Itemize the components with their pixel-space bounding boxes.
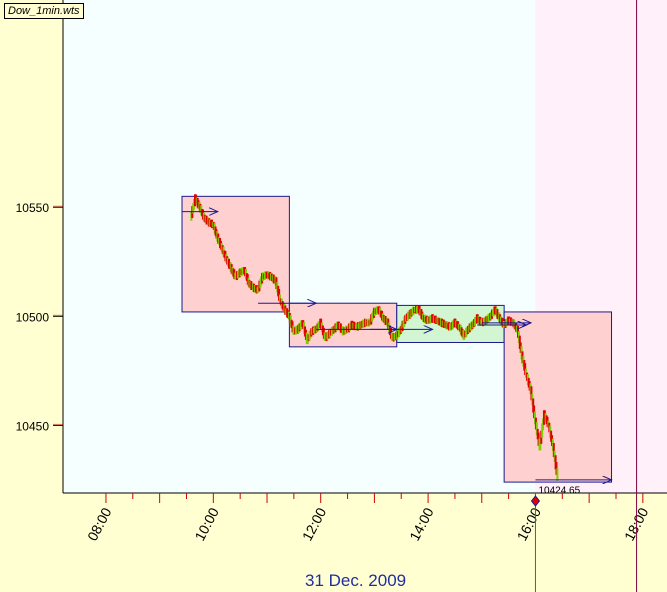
bear-range-box <box>181 195 290 313</box>
x-tick-label: 14:00 <box>406 505 437 544</box>
bear-range-box <box>503 311 613 483</box>
candles <box>190 194 559 481</box>
x-tick-label: 16:00 <box>514 505 545 544</box>
x-tick-labels: 08:00 10:00 12:00 14:00 16:00 18:00 <box>84 505 652 544</box>
x-tick-label: 12:00 <box>299 505 330 544</box>
projection-arrows <box>182 212 612 480</box>
axes <box>62 0 667 503</box>
x-tick-label: 10:00 <box>191 505 222 544</box>
last-time-marker <box>530 495 541 507</box>
y-tick-label: 10450 <box>16 419 50 433</box>
y-tick-labels: 10450 10500 10550 <box>16 201 63 433</box>
x-tick-label: 08:00 <box>84 505 115 544</box>
last-price-marker: 10424.65 <box>530 0 638 592</box>
y-tick-label: 10550 <box>16 201 50 215</box>
y-tick-label: 10500 <box>16 310 50 324</box>
file-name-label: Dow_1min.wts <box>4 3 84 19</box>
last-price-label: 10424.65 <box>538 486 580 497</box>
date-label: 31 Dec. 2009 <box>305 571 407 590</box>
plot-area <box>63 0 667 493</box>
